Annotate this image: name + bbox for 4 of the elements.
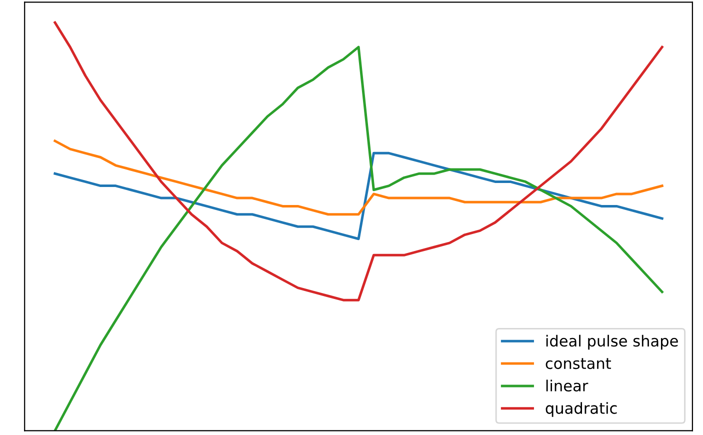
legend-label: ideal pulse shape bbox=[546, 334, 678, 350]
legend-label: linear bbox=[546, 380, 588, 392]
legend-label: quadratic bbox=[546, 402, 617, 417]
legend-label: constant bbox=[546, 358, 612, 370]
